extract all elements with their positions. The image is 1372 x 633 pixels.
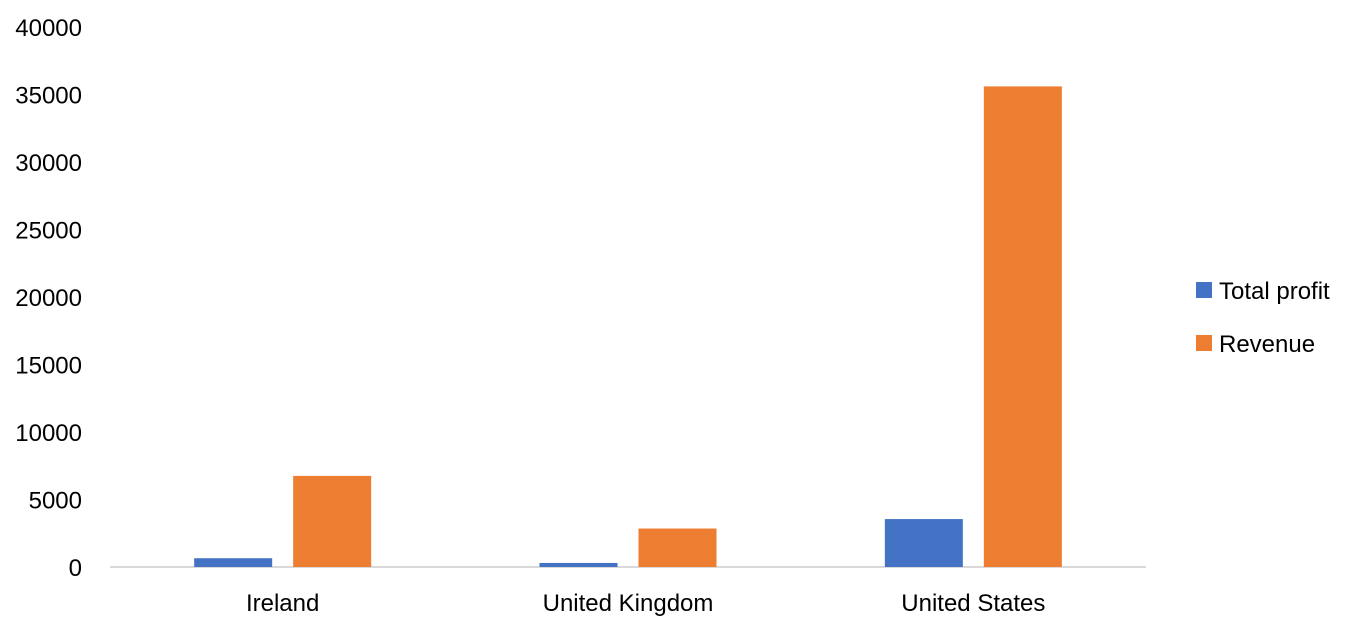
y-tick-label: 35000 <box>15 83 82 110</box>
bar-total-profit-united-states <box>884 519 963 567</box>
y-tick-label: 20000 <box>15 285 82 312</box>
bars <box>194 86 1062 568</box>
bar-revenue-united-kingdom <box>638 528 717 567</box>
y-tick-label: 25000 <box>15 218 82 245</box>
y-tick-label: 40000 <box>15 15 82 42</box>
legend-label: Total profit <box>1219 278 1330 305</box>
legend-swatch <box>1196 282 1212 298</box>
x-category-label: United States <box>901 590 1045 617</box>
x-category-label: United Kingdom <box>543 590 714 617</box>
y-tick-label: 30000 <box>15 150 82 177</box>
y-tick-label: 15000 <box>15 353 82 380</box>
legend-swatch <box>1196 335 1212 351</box>
y-tick-label: 10000 <box>15 420 82 447</box>
legend: Total profit Revenue <box>1196 278 1330 358</box>
y-tick-label: 5000 <box>29 488 82 515</box>
x-axis: Ireland United Kingdom United States <box>246 590 1045 617</box>
bar-total-profit-united-kingdom <box>539 562 618 567</box>
x-category-label: Ireland <box>246 590 319 617</box>
bar-revenue-united-states <box>983 86 1062 568</box>
legend-label: Revenue <box>1219 331 1315 358</box>
bar-revenue-ireland <box>293 475 372 567</box>
bar-total-profit-ireland <box>194 558 273 567</box>
y-tick-label: 0 <box>69 555 82 582</box>
y-axis: 0 5000 10000 15000 20000 25000 30000 35000 40000 <box>15 15 82 582</box>
